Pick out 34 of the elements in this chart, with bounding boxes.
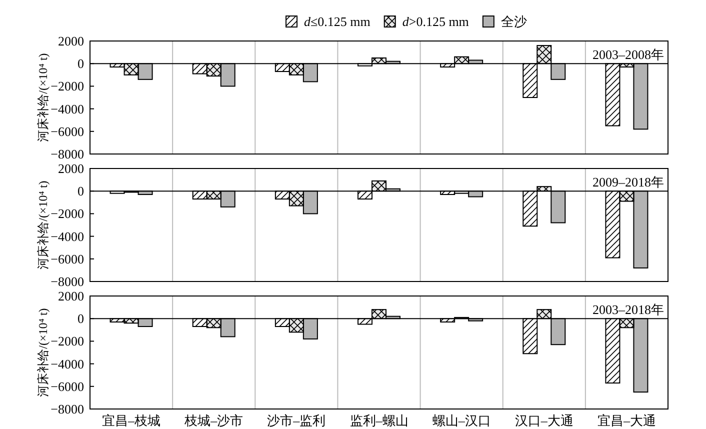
y-axis-title: 河床补给/(×10⁴ t) — [36, 180, 50, 270]
y-tick-label: −6000 — [50, 378, 84, 394]
y-tick-label: −4000 — [50, 356, 84, 372]
y-tick-label: −2000 — [50, 206, 84, 222]
y-axis-title: 河床补给/(×10⁴ t) — [36, 308, 50, 397]
legend-label: d≤0.125 mm — [304, 14, 370, 29]
y-tick-label: −6000 — [50, 124, 84, 139]
y-tick-label: 0 — [78, 311, 84, 326]
y-tick-label: −8000 — [50, 274, 84, 289]
y-tick-label: 0 — [78, 56, 84, 72]
legend-label: 全沙 — [500, 14, 527, 29]
x-tick-label: 宜昌–枝城 — [102, 413, 161, 428]
y-tick-label: −2000 — [50, 334, 84, 349]
y-tick-label: 2000 — [58, 34, 84, 48]
text: 2009–2018年 — [592, 174, 664, 190]
legend-label: d>0.125 mm — [402, 14, 469, 29]
y-tick-label: −2000 — [50, 78, 84, 94]
x-tick-label: 螺山–汉口 — [432, 413, 491, 428]
y-tick-label: −8000 — [50, 402, 84, 416]
x-tick-label: 汉口–大通 — [514, 413, 574, 428]
y-tick-label: −8000 — [50, 146, 84, 162]
x-tick-label: 枝城–沙市 — [184, 413, 244, 428]
y-tick-label: 2000 — [58, 161, 84, 176]
y-tick-label: −6000 — [50, 251, 84, 266]
y-tick-label: −4000 — [50, 101, 84, 116]
text: 2003–2018年 — [592, 302, 664, 317]
text: 2003–2008年 — [592, 47, 664, 62]
y-tick-label: −4000 — [50, 228, 84, 244]
x-tick-label: 沙市–监利 — [267, 413, 326, 428]
y-tick-label: 0 — [78, 184, 84, 199]
x-tick-label: 宜昌–大通 — [597, 413, 656, 428]
x-tick-label: 监利–螺山 — [350, 413, 408, 428]
y-tick-label: 2000 — [58, 288, 84, 304]
y-axis-title: 河床补给/(×10⁴ t) — [36, 53, 50, 142]
